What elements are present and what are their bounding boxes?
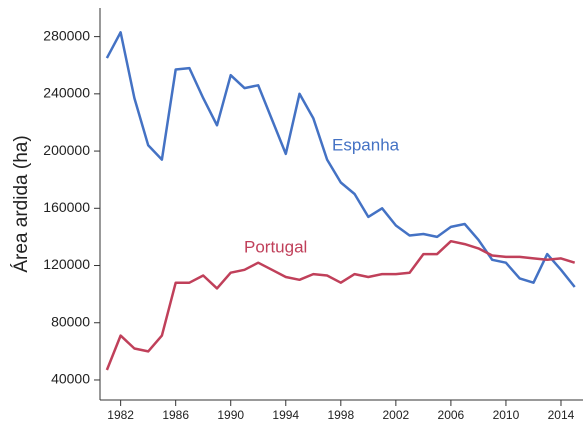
series-line — [105, 31, 576, 288]
x-tick-label: 1998 — [327, 408, 354, 422]
x-tick-label: 2006 — [438, 408, 465, 422]
series-label: Espanha — [332, 135, 400, 154]
x-tick-label: 2002 — [383, 408, 410, 422]
x-tick-label: 1982 — [107, 408, 134, 422]
y-axis-label: Área ardida (ha) — [11, 135, 32, 272]
series-label: Portugal — [244, 237, 307, 256]
x-tick-label: 2010 — [493, 408, 520, 422]
x-tick-label: 2014 — [548, 408, 575, 422]
y-tick-label: 240000 — [43, 85, 90, 101]
y-tick-label: 40000 — [51, 371, 90, 387]
y-tick-label: 280000 — [43, 27, 90, 43]
x-tick-label: 1994 — [272, 408, 299, 422]
y-tick-label: 200000 — [43, 142, 90, 158]
y-tick-label: 160000 — [43, 199, 90, 215]
x-tick-label: 1990 — [217, 408, 244, 422]
series-line — [105, 239, 576, 371]
x-tick-label: 1986 — [162, 408, 189, 422]
y-tick-label: 120000 — [43, 256, 90, 272]
y-tick-label: 80000 — [51, 313, 90, 329]
